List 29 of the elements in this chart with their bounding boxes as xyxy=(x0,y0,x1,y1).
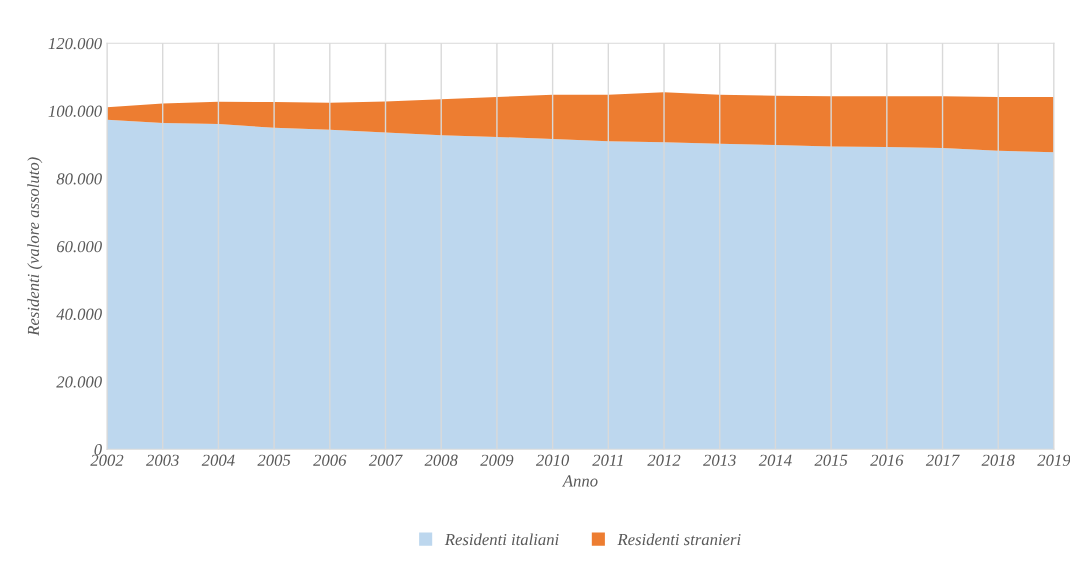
x-tick-label: 2008 xyxy=(424,454,458,466)
x-tick-label: 2004 xyxy=(201,454,235,466)
y-tick-label: 100.000 xyxy=(48,105,102,117)
y-tick-label: 80.000 xyxy=(56,173,102,185)
x-tick-label: 2006 xyxy=(313,454,347,466)
x-tick-label: 2018 xyxy=(981,454,1015,466)
x-axis-title: Anno xyxy=(561,475,598,487)
legend-label: Residenti stranieri xyxy=(617,533,741,546)
legend-label: Residenti italiani xyxy=(444,533,559,546)
x-tick-label: 2009 xyxy=(480,454,514,466)
x-tick-label: 2013 xyxy=(703,454,736,466)
x-tick-label: 2002 xyxy=(90,454,124,466)
x-tick-label: 2007 xyxy=(368,454,403,466)
x-tick-label: 2010 xyxy=(535,454,570,466)
y-tick-label: 40.000 xyxy=(56,308,102,320)
x-tick-label: 2014 xyxy=(758,454,792,466)
y-axis-title: Residenti (valore assoluto) xyxy=(27,157,43,336)
y-tick-label: 60.000 xyxy=(56,240,102,253)
x-tick-label: 2003 xyxy=(146,454,179,466)
x-tick-label: 2019 xyxy=(1037,454,1070,466)
x-tick-label: 2005 xyxy=(257,454,291,466)
x-tick-label: 2015 xyxy=(814,454,848,466)
x-tick-label: 2012 xyxy=(647,454,681,466)
x-tick-label: 2011 xyxy=(592,454,623,466)
x-tick-label: 2017 xyxy=(925,454,960,466)
x-tick-label: 2016 xyxy=(870,454,904,466)
y-tick-label: 120.000 xyxy=(48,37,102,50)
y-tick-label: 0 xyxy=(94,443,102,456)
y-tick-label: 20.000 xyxy=(56,376,102,388)
